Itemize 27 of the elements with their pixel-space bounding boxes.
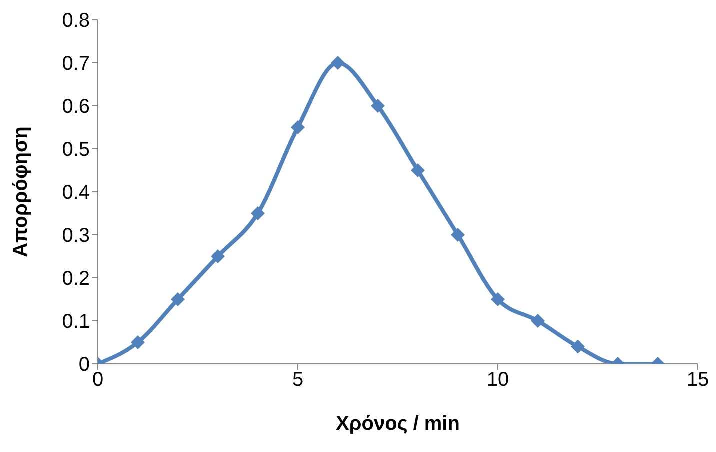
y-tick-label: 0.2 [62,268,90,290]
point [251,206,265,220]
y-tick-label: 0.6 [62,96,90,118]
x-tick-label: 10 [486,369,510,392]
x-tick-label: 5 [292,369,304,392]
y-tick-label: 0 [78,354,90,376]
y-tick-label: 0.3 [62,225,90,248]
point [131,336,145,350]
y-tick-label: 0.7 [62,53,90,76]
y-axis-title: Απορρόφηση [10,126,32,258]
point [371,99,385,113]
point [491,292,505,306]
x-tick-label: 0 [92,369,104,392]
point [211,250,225,264]
point [171,292,185,306]
y-tick-label: 0.8 [62,10,90,32]
point [451,228,465,242]
point [571,340,585,354]
point [331,56,345,70]
y-tick-label: 0.5 [62,139,90,162]
point [531,314,545,328]
y-tick-label: 0.1 [62,311,90,334]
x-tick-label: 15 [686,369,710,392]
point [291,120,305,134]
y-tick-label: 0.4 [62,182,90,204]
point [411,164,425,178]
x-axis-title: Χρόνος / min [336,413,460,435]
